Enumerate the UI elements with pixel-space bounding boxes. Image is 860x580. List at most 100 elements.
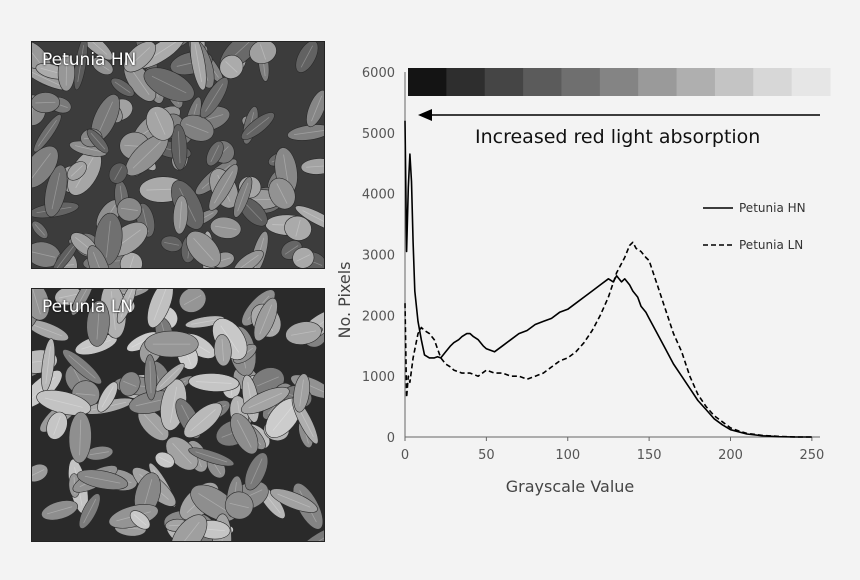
leaf-vein	[302, 210, 324, 228]
leaf-vein	[149, 361, 152, 394]
y-tick-label: 3000	[362, 249, 395, 264]
leaf-shape	[306, 89, 324, 128]
petunia-hn-label: Petunia HN	[42, 50, 137, 70]
leaf-vein	[46, 506, 73, 515]
leaf-vein	[142, 479, 153, 510]
leaf-shape	[295, 42, 319, 73]
leaf-vein	[238, 254, 259, 268]
leaf-vein	[159, 367, 180, 387]
leaf-vein	[153, 289, 168, 321]
leaf-vein	[32, 289, 41, 315]
leaf-vein	[214, 225, 237, 230]
leaf-vein	[95, 61, 110, 71]
leaf-vein	[123, 380, 137, 387]
series-line-petunia-hn	[404, 120, 812, 438]
leaf-vein	[164, 241, 180, 246]
leaf-shape	[32, 220, 49, 239]
petunia-hn-photo: Petunia HN	[31, 41, 325, 269]
leaf-shape	[116, 289, 137, 324]
leaf-shape	[116, 197, 142, 222]
legend-label: Petunia LN	[739, 238, 803, 252]
leaf-shape	[129, 510, 151, 530]
leaf-vein	[79, 419, 82, 456]
leaf-vein	[90, 132, 106, 150]
leaf-vein	[229, 502, 249, 509]
leaf-vein	[296, 254, 311, 262]
gradient-segment	[714, 68, 754, 96]
leaf-shape	[171, 124, 188, 171]
leaf-vein	[130, 68, 150, 95]
leaf-vein	[84, 475, 121, 484]
leaf-vein	[236, 419, 252, 448]
histogram-chart: Increased red light absorption 0 50 100 150…	[335, 66, 831, 496]
x-tick-label: 250	[799, 448, 824, 463]
leaf-vein	[75, 289, 90, 310]
leaf-shape	[172, 195, 189, 235]
leaf-vein	[68, 354, 96, 379]
leaf-vein	[32, 71, 61, 87]
leaf-vein	[277, 493, 311, 508]
x-tick-label: 200	[718, 448, 743, 463]
leaf-vein	[169, 386, 178, 423]
leaf-vein	[154, 112, 166, 135]
leaf-vein	[214, 171, 234, 204]
leaf-shape	[123, 42, 156, 73]
leaf-shape	[230, 413, 259, 455]
leaf-vein	[114, 81, 131, 94]
y-tick-label: 2000	[362, 309, 395, 324]
leaf-shape	[233, 176, 253, 218]
leaf-shape	[143, 67, 195, 102]
arrow-head	[418, 109, 432, 121]
gradient-segment	[561, 68, 601, 96]
leaf-shape	[145, 106, 175, 141]
gradient-segment	[599, 68, 639, 96]
annotation-text: Increased red light absorption	[475, 126, 760, 148]
leaf-shape	[183, 402, 223, 438]
y-tick-label: 4000	[362, 188, 395, 203]
leaf-shape	[41, 500, 79, 521]
leaf-shape	[249, 42, 277, 64]
leaf-shape	[32, 463, 49, 483]
leaf-vein	[260, 44, 267, 60]
leaf-shape	[110, 77, 135, 97]
leaf-shape	[44, 164, 68, 218]
gradient-segment	[638, 68, 678, 96]
y-tick-label: 5000	[362, 127, 395, 142]
leaf-shape	[33, 114, 62, 153]
leaf-vein	[32, 469, 45, 477]
leaf-vein	[193, 237, 214, 261]
grayscale-gradient-bar	[408, 68, 831, 96]
leaf-vein	[56, 245, 75, 268]
leaf-shape	[32, 92, 60, 114]
leaf-vein	[244, 202, 263, 222]
leaf-vein	[210, 145, 220, 163]
leaf-vein	[114, 166, 123, 180]
leaf-shape	[154, 451, 175, 469]
leaf-vein	[70, 165, 83, 177]
leaf-vein	[284, 245, 299, 255]
leaf-shape	[71, 289, 94, 316]
leaf-vein	[198, 493, 230, 513]
leaf-vein	[196, 381, 232, 384]
gradient-segment	[753, 68, 793, 96]
leaf-vein	[34, 223, 46, 236]
leaf-shape	[300, 158, 324, 175]
x-tick-label: 0	[401, 448, 409, 463]
x-tick-label: 100	[555, 448, 580, 463]
leaf-shape	[86, 300, 110, 347]
series-layer	[404, 120, 812, 438]
gradient-segment	[676, 68, 716, 96]
leaf-vein	[76, 393, 96, 396]
leaf-vein	[299, 379, 304, 407]
leaf-vein	[83, 498, 97, 524]
leaf-vein	[178, 521, 200, 541]
leaf-shape	[147, 289, 174, 328]
leaf-shape	[188, 447, 235, 467]
leaf-shape	[210, 216, 242, 239]
leaf-vein	[32, 153, 51, 181]
leaf-shape	[269, 488, 318, 513]
leaf-shape	[32, 319, 69, 342]
leaf-shape	[76, 42, 114, 61]
leaf-shape	[144, 354, 157, 401]
petunia-ln-label: Petunia LN	[42, 297, 134, 317]
